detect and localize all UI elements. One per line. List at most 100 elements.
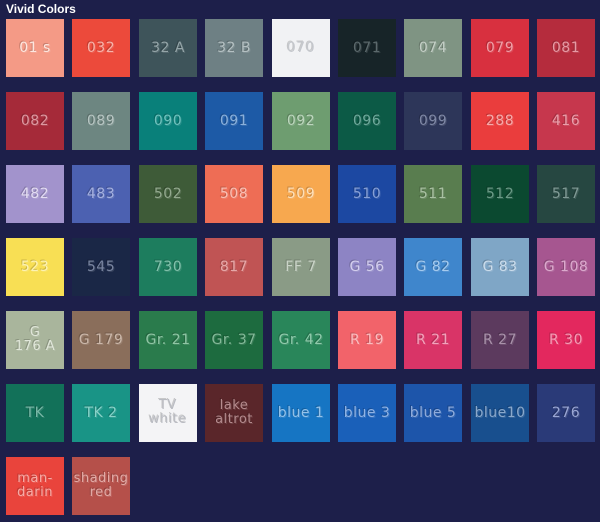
color-swatch[interactable]: G 56: [338, 238, 396, 296]
color-swatch[interactable]: G 83: [471, 238, 529, 296]
color-swatch[interactable]: 509: [272, 165, 330, 223]
color-swatch[interactable]: Gr. 42: [272, 311, 330, 369]
color-swatch[interactable]: Gr. 37: [205, 311, 263, 369]
swatch-label: 32 B: [217, 40, 251, 56]
color-swatch[interactable]: 099: [404, 92, 462, 150]
color-swatch[interactable]: 079: [471, 19, 529, 77]
color-swatch[interactable]: 512: [471, 165, 529, 223]
color-swatch[interactable]: R 27: [471, 311, 529, 369]
color-swatch[interactable]: G 179: [72, 311, 130, 369]
color-swatch[interactable]: 482: [6, 165, 64, 223]
color-swatch[interactable]: 091: [205, 92, 263, 150]
color-swatch[interactable]: R 19: [338, 311, 396, 369]
color-swatch[interactable]: 416: [537, 92, 595, 150]
swatch-label: 288: [485, 113, 515, 129]
color-swatch[interactable]: FF 7: [272, 238, 330, 296]
swatch-label: G 56: [349, 259, 385, 275]
color-swatch[interactable]: blue 1: [272, 384, 330, 442]
swatch-label: shading red: [73, 471, 129, 500]
color-swatch[interactable]: 092: [272, 92, 330, 150]
swatch-label: 517: [551, 186, 581, 202]
color-swatch[interactable]: shading red: [72, 457, 130, 515]
color-swatch[interactable]: G 108: [537, 238, 595, 296]
swatch-label: 509: [286, 186, 316, 202]
color-swatch[interactable]: 483: [72, 165, 130, 223]
color-swatch[interactable]: R 30: [537, 311, 595, 369]
swatch-label: R 27: [483, 332, 517, 348]
color-swatch[interactable]: 32 B: [205, 19, 263, 77]
swatch-label: blue10: [474, 405, 526, 421]
swatch-label: man- darin: [17, 471, 53, 500]
swatch-label: R 30: [549, 332, 583, 348]
color-swatch[interactable]: lake altrot: [205, 384, 263, 442]
color-swatch[interactable]: 511: [404, 165, 462, 223]
color-swatch[interactable]: blue 5: [404, 384, 462, 442]
swatch-label: G 83: [482, 259, 518, 275]
color-swatch[interactable]: blue 3: [338, 384, 396, 442]
color-swatch[interactable]: 502: [139, 165, 197, 223]
swatch-label: 545: [86, 259, 116, 275]
color-swatch[interactable]: 523: [6, 238, 64, 296]
swatch-label: blue 5: [409, 405, 457, 421]
color-swatch[interactable]: Gr. 21: [139, 311, 197, 369]
color-swatch[interactable]: 090: [139, 92, 197, 150]
swatch-label: 502: [153, 186, 183, 202]
swatch-label: 482: [20, 186, 50, 202]
color-swatch[interactable]: 817: [205, 238, 263, 296]
color-swatch[interactable]: 517: [537, 165, 595, 223]
color-swatch[interactable]: 01 s: [6, 19, 64, 77]
color-swatch[interactable]: blue10: [471, 384, 529, 442]
swatch-label: R 19: [350, 332, 384, 348]
color-swatch[interactable]: G 176 A: [6, 311, 64, 369]
swatch-label: Gr. 42: [278, 332, 324, 348]
color-swatch[interactable]: 082: [6, 92, 64, 150]
swatch-label: 730: [153, 259, 183, 275]
color-swatch[interactable]: 276: [537, 384, 595, 442]
swatch-label: 091: [219, 113, 249, 129]
swatch-label: G 108: [543, 259, 589, 275]
swatch-label: 092: [286, 113, 316, 129]
swatch-label: 01 s: [19, 40, 51, 56]
swatch-label: 079: [485, 40, 515, 56]
color-swatch[interactable]: R 21: [404, 311, 462, 369]
swatch-label: 099: [418, 113, 448, 129]
color-swatch[interactable]: 081: [537, 19, 595, 77]
swatch-label: G 176 A: [14, 325, 56, 354]
color-swatch[interactable]: 074: [404, 19, 462, 77]
swatch-label: R 21: [416, 332, 450, 348]
color-swatch[interactable]: 545: [72, 238, 130, 296]
swatch-label: TV white: [148, 398, 188, 427]
color-swatch[interactable]: 096: [338, 92, 396, 150]
color-swatch[interactable]: man- darin: [6, 457, 64, 515]
swatch-label: 523: [20, 259, 50, 275]
color-swatch[interactable]: G 82: [404, 238, 462, 296]
color-swatch[interactable]: TV white: [139, 384, 197, 442]
color-swatch[interactable]: 032: [72, 19, 130, 77]
color-swatch[interactable]: 071: [338, 19, 396, 77]
swatch-label: lake altrot: [215, 398, 253, 427]
swatch-label: 070: [286, 40, 316, 56]
swatch-label: 276: [551, 405, 581, 421]
color-swatch[interactable]: TK: [6, 384, 64, 442]
swatch-label: FF 7: [285, 259, 317, 275]
color-swatch[interactable]: 089: [72, 92, 130, 150]
swatch-label: blue 1: [277, 405, 325, 421]
color-swatch[interactable]: 510: [338, 165, 396, 223]
swatch-label: Gr. 21: [145, 332, 191, 348]
swatch-label: 032: [86, 40, 116, 56]
swatch-label: 074: [418, 40, 448, 56]
swatch-label: 32 A: [151, 40, 185, 56]
swatch-label: TK: [25, 405, 45, 421]
color-swatch[interactable]: 288: [471, 92, 529, 150]
swatch-label: G 179: [78, 332, 124, 348]
swatch-label: 090: [153, 113, 183, 129]
swatch-label: TK 2: [84, 405, 118, 421]
swatch-label: 512: [485, 186, 515, 202]
color-swatch[interactable]: TK 2: [72, 384, 130, 442]
color-swatch[interactable]: 730: [139, 238, 197, 296]
color-swatch[interactable]: 070: [272, 19, 330, 77]
color-swatch[interactable]: 32 A: [139, 19, 197, 77]
swatch-label: G 82: [415, 259, 451, 275]
color-swatch[interactable]: 508: [205, 165, 263, 223]
